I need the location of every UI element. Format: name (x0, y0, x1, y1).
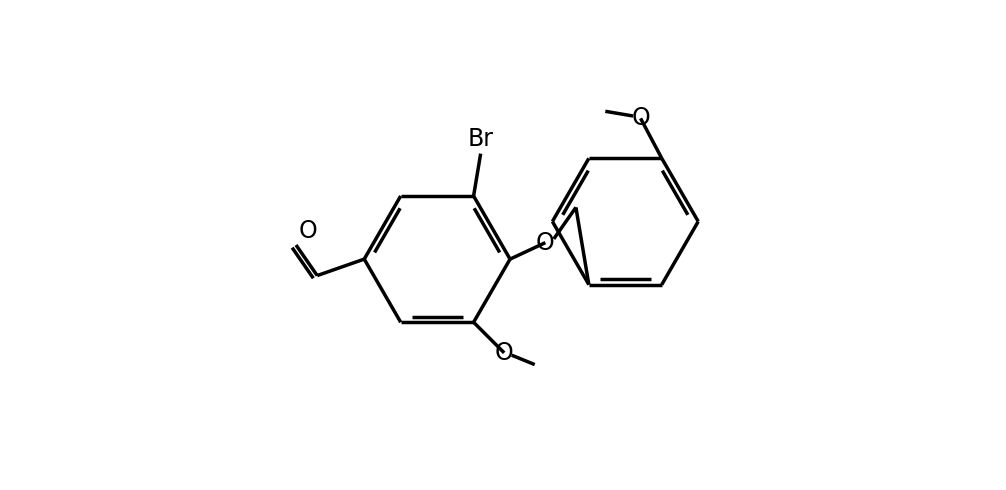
Text: Br: Br (468, 127, 494, 151)
Text: O: O (536, 231, 554, 255)
Text: O: O (299, 219, 317, 243)
Text: O: O (631, 106, 650, 130)
Text: O: O (495, 341, 513, 365)
